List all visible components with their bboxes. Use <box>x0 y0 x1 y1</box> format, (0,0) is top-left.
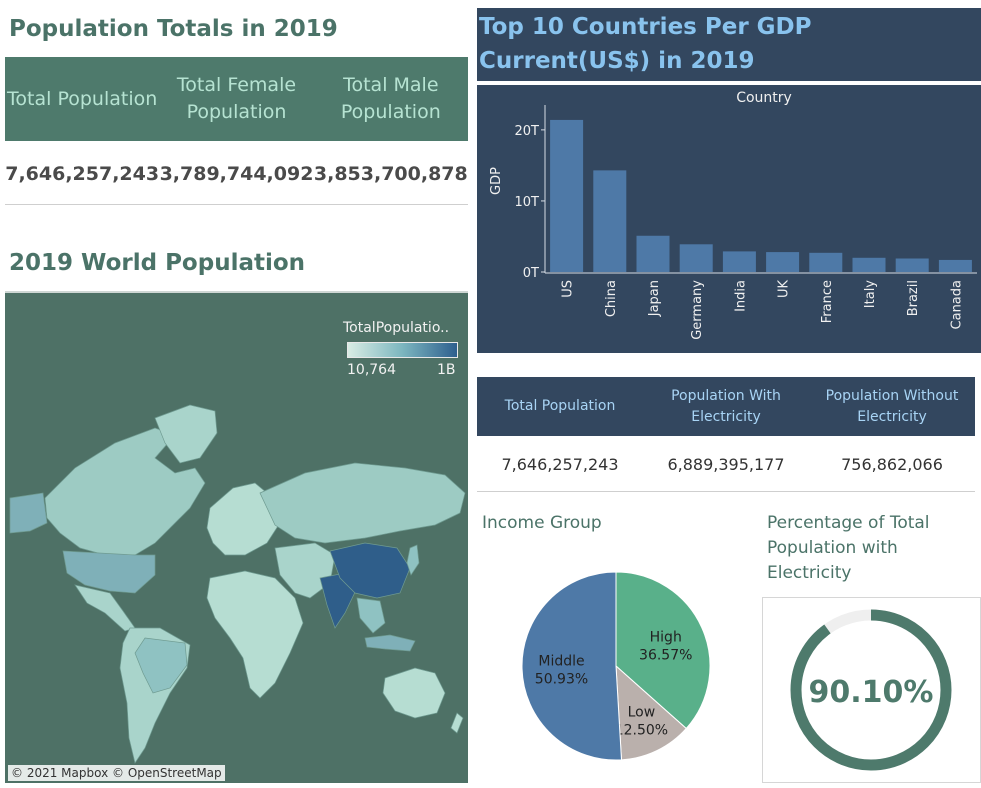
chart-title: Country <box>736 90 792 106</box>
legend-title: TotalPopulatio.. <box>343 320 450 336</box>
pie-chart-svg: High 36.57% Low 12.50% Middle 50.93% <box>521 571 711 761</box>
bar-india[interactable] <box>722 251 756 272</box>
pie-value-label: 36.57% <box>639 648 692 664</box>
pie-slice-high[interactable] <box>615 571 711 730</box>
bar-france[interactable] <box>809 252 843 272</box>
pie-value-label: 50.93% <box>535 672 588 688</box>
x-tick-label: China <box>604 280 619 317</box>
pie-slice-low[interactable] <box>615 664 687 761</box>
gauge-value: 90.10% <box>809 675 934 710</box>
electricity-percentage-title: Percentage of Total Population with Elec… <box>767 513 930 583</box>
map-svg <box>9 404 466 764</box>
map-attribution[interactable]: © 2021 Mapbox © OpenStreetMap <box>8 765 225 781</box>
southeast-asia-shape <box>356 597 386 634</box>
header-total-female-population: Total Female Population <box>176 74 297 123</box>
gdp-title: Top 10 Countries Per GDP Current(US$) in… <box>479 14 812 74</box>
x-tick-label: Italy <box>863 280 878 309</box>
alaska-shape[interactable] <box>9 492 48 534</box>
value-population-without-electricity: 756,862,066 <box>841 455 943 474</box>
bar-brazil[interactable] <box>895 258 929 272</box>
pie-label: High <box>650 630 682 646</box>
x-tick-label: US <box>561 280 576 298</box>
bar-japan[interactable] <box>636 235 670 272</box>
x-tick-label: Canada <box>949 280 964 329</box>
header-total-population-electricity: Total Population <box>504 398 616 414</box>
pie-slice-middle[interactable] <box>521 571 623 761</box>
africa-shape <box>206 570 304 699</box>
x-tick-label: Japan <box>647 280 662 317</box>
x-tick-label: Brazil <box>906 280 921 316</box>
bar-canada[interactable] <box>938 259 972 272</box>
divider <box>477 491 975 492</box>
bar-germany[interactable] <box>679 244 713 272</box>
legend-color-bar <box>347 342 458 358</box>
pie-label: Middle <box>538 654 584 670</box>
header-total-male-population: Total Male Population <box>340 74 441 123</box>
bar-china[interactable] <box>593 170 627 272</box>
gdp-title-background <box>477 8 981 81</box>
y-axis-label: GDP <box>489 167 504 195</box>
x-tick-label: France <box>820 280 835 323</box>
gauge-fill <box>790 609 952 771</box>
header-population-without-electricity: Population Without Electricity <box>825 387 959 425</box>
value-population-with-electricity: 6,889,395,177 <box>667 455 785 474</box>
electricity-gauge[interactable]: 90.10% <box>762 597 981 783</box>
header-population-with-electricity: Population With Electricity <box>671 387 781 425</box>
y-tick-label: 10T <box>515 195 540 210</box>
population-totals-header: Total Population Total Female Population… <box>5 57 468 141</box>
gdp-chart-svg: Country GDP 0T 10T 20T US China Japan Germany Ind… <box>489 90 977 340</box>
china-shape[interactable] <box>329 542 411 599</box>
x-tick-label: Germany <box>690 280 705 340</box>
world-map[interactable]: TotalPopulatio.. 10,764 1B <box>5 291 468 783</box>
y-tick-label: 20T <box>515 124 540 139</box>
header-total-population: Total Population <box>7 87 158 110</box>
legend-max: 1B <box>437 362 456 378</box>
divider <box>5 204 468 205</box>
gauge-svg: 90.10% <box>790 609 952 771</box>
greenland-shape <box>154 404 218 464</box>
bar-us[interactable] <box>550 119 584 272</box>
new-zealand-shape <box>450 712 464 734</box>
gdp-bar-chart[interactable]: Country GDP 0T 10T 20T US China Japan Germany Ind… <box>477 85 981 353</box>
population-totals-values: 7,646,257,243 3,789,744,092 3,853,700,87… <box>5 150 468 198</box>
europe-shape <box>206 482 281 556</box>
bar-italy[interactable] <box>852 257 886 272</box>
value-total-male-population: 3,853,700,878 <box>313 163 468 185</box>
australia-shape <box>382 667 446 719</box>
value-total-female-population: 3,789,744,092 <box>159 163 314 185</box>
y-tick-label: 0T <box>523 266 539 281</box>
value-total-population-electricity: 7,646,257,243 <box>501 455 619 474</box>
x-tick-label: India <box>733 280 748 312</box>
income-group-title: Income Group <box>482 513 602 533</box>
legend-min: 10,764 <box>347 362 396 378</box>
north-america-shape <box>44 427 206 556</box>
population-totals-title: Population Totals in 2019 <box>9 16 338 42</box>
brazil-shape[interactable] <box>134 637 188 694</box>
bar-uk[interactable] <box>766 252 800 272</box>
usa-shape[interactable] <box>62 550 156 594</box>
indonesia-shape <box>364 634 416 652</box>
pie-value-label: 12.50% <box>615 722 668 738</box>
electricity-values: 7,646,257,243 6,889,395,177 756,862,066 <box>477 445 975 485</box>
x-tick-label: UK <box>777 280 792 299</box>
world-population-title: 2019 World Population <box>9 250 306 276</box>
japan-shape <box>406 544 420 576</box>
russia-shape[interactable] <box>259 462 466 544</box>
value-total-population: 7,646,257,243 <box>5 163 160 185</box>
pie-label: Low <box>628 704 656 720</box>
income-group-pie[interactable]: High 36.57% Low 12.50% Middle 50.93% <box>520 570 712 762</box>
middle-east-shape <box>274 542 336 599</box>
electricity-header: Total Population Population With Electri… <box>477 377 975 436</box>
